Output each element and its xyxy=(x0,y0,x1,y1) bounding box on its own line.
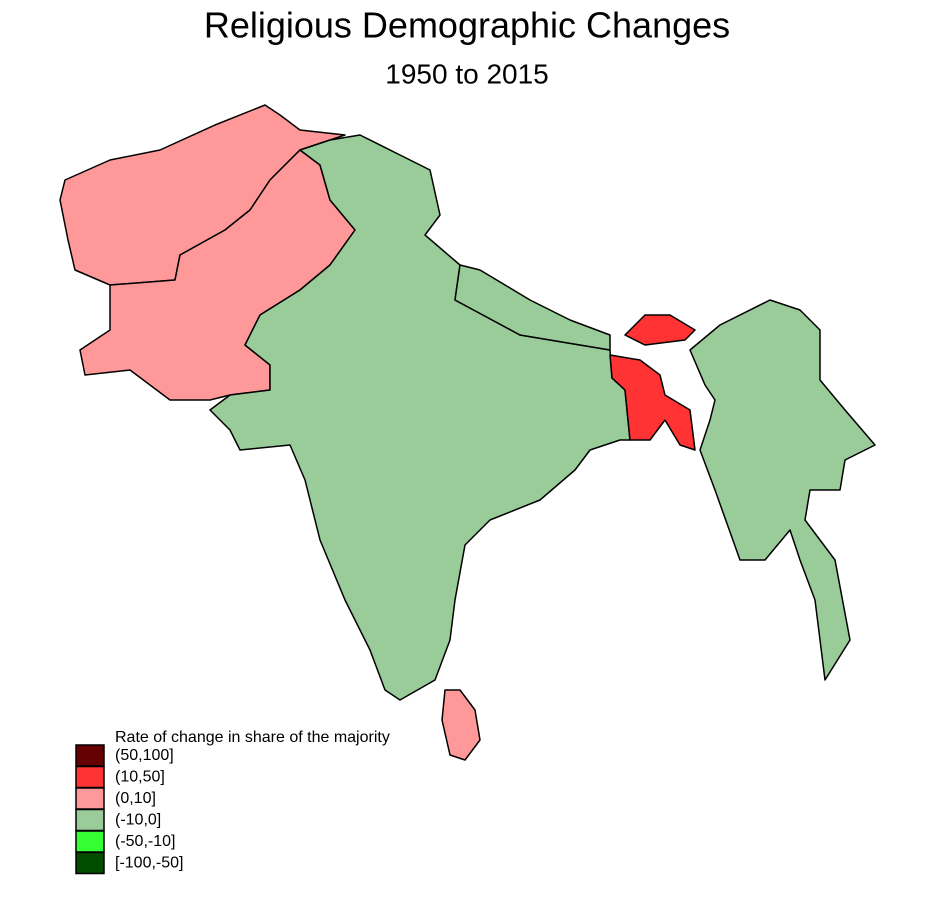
legend-label: (10,50] xyxy=(115,769,165,786)
legend-label: (50,100] xyxy=(115,747,174,764)
region xyxy=(624,314,696,346)
region xyxy=(454,264,611,351)
map-title: Religious Demographic Changes xyxy=(204,5,730,46)
legend-swatch xyxy=(75,787,105,810)
legend-label: (-50,-10] xyxy=(115,833,175,850)
legend: (50,100] (10,50] (0,10] (-10,0] (-50,-10] [-1… xyxy=(75,744,183,875)
legend-swatch xyxy=(75,851,105,875)
legend-swatch xyxy=(75,744,105,767)
legend-swatch xyxy=(75,808,105,832)
legend-swatch xyxy=(75,830,105,853)
legend-label: (-10,0] xyxy=(115,812,161,829)
map-subtitle: 1950 to 2015 xyxy=(385,58,549,89)
legend-swatch xyxy=(75,765,105,789)
region xyxy=(689,299,876,681)
legend-title: Rate of change in share of the majority xyxy=(115,729,390,746)
legend-label: [-100,-50] xyxy=(115,855,183,872)
region xyxy=(441,689,481,761)
legend-label: (0,10] xyxy=(115,790,156,807)
region xyxy=(609,354,696,451)
